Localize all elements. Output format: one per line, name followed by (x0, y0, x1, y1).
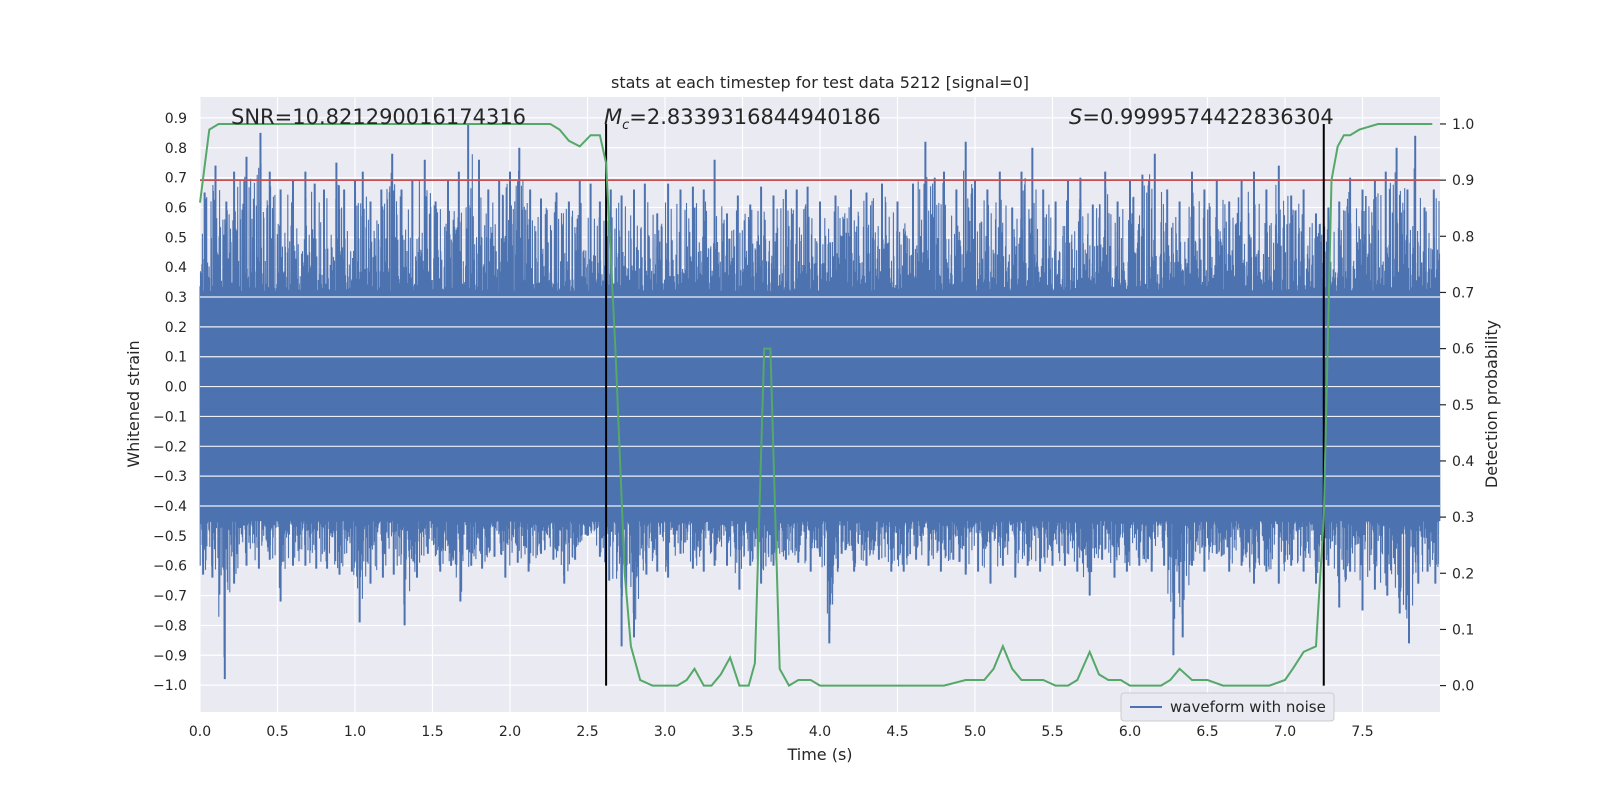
x-tick-label: 2.0 (499, 724, 521, 740)
x-tick-label: 4.5 (886, 724, 908, 740)
y-tick-label: 0.3 (165, 290, 187, 306)
y2-tick-label: 0.8 (1452, 229, 1474, 245)
legend-label: waveform with noise (1170, 698, 1326, 716)
y2-tick-label: 0.7 (1452, 285, 1474, 301)
x-tick-label: 7.5 (1351, 724, 1373, 740)
waveform-core (200, 294, 1440, 518)
x-tick-label: 4.0 (809, 724, 831, 740)
x-tick-label: 0.0 (189, 724, 211, 740)
y-tick-label: 0.5 (165, 230, 187, 246)
y-tick-label: −0.8 (153, 618, 187, 634)
y-tick-label: −0.4 (153, 499, 187, 515)
chart-title: stats at each timestep for test data 521… (611, 73, 1029, 92)
s-annotation: S=0.9999574422836304 (1069, 105, 1334, 129)
y-tick-label: −1.0 (153, 678, 187, 694)
y-tick-label: −0.3 (153, 469, 187, 485)
mc-value: =2.8339316844940186 (629, 105, 880, 129)
y2-tick-label: 0.4 (1452, 454, 1474, 470)
x-tick-label: 1.0 (344, 724, 366, 740)
y2-axis-label: Detection probability (1482, 320, 1501, 488)
vertical-lines (605, 123, 1325, 686)
y-axis-label: Whitened strain (124, 340, 143, 467)
mc-symbol: M (604, 105, 622, 129)
x-tick-label: 1.5 (421, 724, 443, 740)
y2-tick-label: 0.3 (1452, 510, 1474, 526)
probability-series (199, 123, 1433, 687)
y-axis-ticks: 0.9 0.8 0.7 0.6 0.5 0.4 0.3 0.2 0.1 0.0 −0.1 −0.2 −0… (153, 111, 187, 694)
y-tick-label: −0.5 (153, 529, 187, 545)
y2-axis-ticks: 1.0 0.9 0.8 0.7 0.6 0.5 0.4 0.3 0.2 0.1 0.0 (1440, 117, 1474, 695)
waveform-series (199, 123, 1441, 680)
x-tick-label: 5.0 (964, 724, 986, 740)
x-tick-label: 5.5 (1041, 724, 1063, 740)
y2-tick-label: 0.9 (1452, 173, 1474, 189)
legend-box (1120, 692, 1335, 722)
x-axis-ticks: 0.0 0.5 1.0 1.5 2.0 2.5 3.0 3.5 4.0 4.5 5.0 5.5 6.0 6… (189, 724, 1374, 740)
snr-annotation: SNR=10.821290016174316 (231, 105, 526, 129)
probability-line (199, 123, 1433, 687)
y-tick-label: 0.2 (165, 320, 187, 336)
mc-annotation: Mc=2.8339316844940186 (604, 105, 881, 133)
x-tick-label: 3.0 (654, 724, 676, 740)
y-tick-label: −0.2 (153, 439, 187, 455)
x-tick-label: 0.5 (266, 724, 288, 740)
y-tick-label: −0.6 (153, 559, 187, 575)
x-axis-label: Time (s) (786, 745, 852, 764)
y2-tick-label: 0.0 (1452, 679, 1474, 695)
y-tick-label: 0.9 (165, 111, 187, 127)
s-symbol: S (1069, 105, 1082, 129)
x-tick-label: 3.5 (731, 724, 753, 740)
y-tick-label: 0.7 (165, 171, 187, 187)
y-tick-label: 0.6 (165, 200, 187, 216)
s-value: =0.9999574422836304 (1082, 105, 1333, 129)
x-tick-label: 7.0 (1274, 724, 1296, 740)
y-tick-label: 0.8 (165, 141, 187, 157)
y-tick-label: −0.7 (153, 589, 187, 605)
y2-tick-label: 1.0 (1452, 117, 1474, 133)
y-tick-label: 0.0 (165, 380, 187, 396)
legend: waveform with noise (1120, 692, 1335, 722)
y-tick-label: −0.9 (153, 648, 187, 664)
x-tick-label: 6.0 (1119, 724, 1141, 740)
y2-tick-label: 0.2 (1452, 566, 1474, 582)
y2-tick-label: 0.1 (1452, 622, 1474, 638)
x-tick-label: 2.5 (576, 724, 598, 740)
y2-tick-label: 0.5 (1452, 398, 1474, 414)
y-tick-label: −0.1 (153, 409, 187, 425)
y-tick-label: 0.1 (165, 350, 187, 366)
mc-subscript: c (622, 118, 629, 133)
y2-tick-label: 0.6 (1452, 342, 1474, 358)
y-tick-label: 0.4 (165, 260, 187, 276)
x-tick-label: 6.5 (1196, 724, 1218, 740)
